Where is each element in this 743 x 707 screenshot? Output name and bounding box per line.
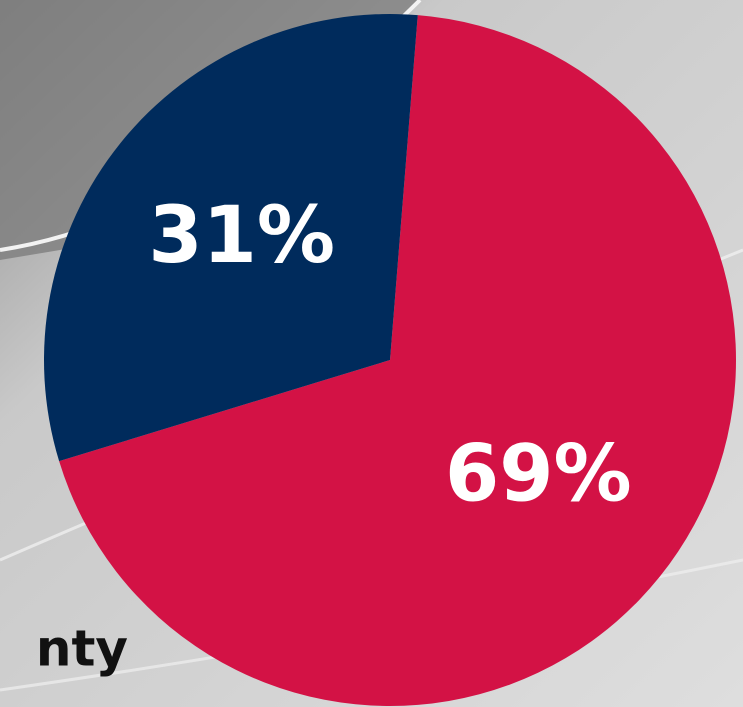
pie: 69% 31% xyxy=(44,13,737,707)
cropped-caption: nty xyxy=(36,620,128,678)
pie-slice xyxy=(59,15,737,707)
slice-label: 31% xyxy=(148,191,335,281)
slice-label: 69% xyxy=(445,430,632,520)
pie-slice xyxy=(44,13,418,462)
